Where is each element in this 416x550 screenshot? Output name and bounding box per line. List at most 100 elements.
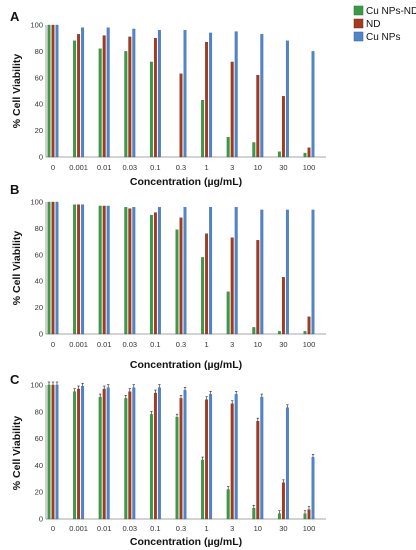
x-tick-label: 3 — [230, 340, 234, 349]
bar — [51, 24, 55, 158]
bar — [285, 407, 289, 520]
panel-label: C — [10, 372, 20, 387]
bar — [311, 209, 315, 335]
bar — [102, 388, 106, 520]
legend: Cu NPs-ND ND Cu NPs — [353, 5, 416, 43]
bar — [303, 513, 307, 520]
bar — [73, 40, 77, 158]
y-tick-label: 20 — [35, 303, 43, 312]
bar — [209, 207, 213, 335]
bar — [102, 35, 106, 158]
bar — [252, 327, 256, 335]
bar — [157, 30, 161, 158]
bar — [128, 208, 132, 335]
y-axis-title: % Cell Viability — [11, 416, 23, 491]
bar — [205, 233, 209, 335]
legend-label-cu-nps-nd: Cu NPs-ND — [366, 6, 416, 17]
bar — [252, 142, 256, 158]
legend-swatch-nd — [353, 18, 364, 29]
bar — [175, 229, 179, 335]
bar — [81, 386, 85, 520]
bar — [179, 398, 183, 520]
bar — [55, 201, 59, 335]
bar — [77, 204, 81, 335]
bar — [55, 24, 59, 158]
bar — [73, 204, 77, 335]
y-tick-label: 100 — [30, 21, 43, 30]
bar — [73, 391, 77, 520]
x-tick-label: 0.1 — [150, 340, 160, 349]
x-tick-label: 1 — [205, 524, 209, 533]
y-axis-title: % Cell Viability — [11, 54, 23, 129]
y-tick-label: 40 — [35, 277, 43, 286]
bar — [209, 32, 213, 158]
bar — [226, 291, 230, 335]
x-tick-label: 100 — [303, 340, 316, 349]
y-tick-label: 80 — [35, 224, 43, 233]
bar — [81, 27, 85, 158]
bar — [175, 417, 179, 520]
x-tick-label: 0.03 — [122, 340, 137, 349]
x-tick-label: 0.001 — [69, 163, 88, 172]
bar — [285, 209, 289, 335]
bar — [149, 215, 153, 335]
bar — [311, 51, 315, 158]
bar — [281, 96, 285, 158]
x-tick-label: 0.03 — [122, 524, 137, 533]
x-tick-label: 0.03 — [122, 163, 137, 172]
bar — [256, 421, 260, 520]
x-tick-label: 0.1 — [150, 163, 160, 172]
legend-label-nd: ND — [366, 19, 380, 30]
y-tick-label: 80 — [35, 47, 43, 56]
x-tick-label: 3 — [230, 163, 234, 172]
x-axis-title: Concentration (µg/mL) — [130, 536, 242, 548]
bar — [149, 61, 153, 158]
bar — [106, 27, 110, 158]
bar — [311, 457, 315, 520]
bar — [307, 509, 311, 520]
y-tick-label: 80 — [35, 407, 43, 416]
x-tick-label: 0.3 — [176, 340, 186, 349]
bar — [179, 73, 183, 158]
bar — [157, 387, 161, 520]
bar — [47, 201, 51, 335]
bar — [153, 212, 157, 335]
y-tick-label: 40 — [35, 100, 43, 109]
x-tick-label: 0.01 — [97, 163, 112, 172]
x-tick-label: 0.01 — [97, 340, 112, 349]
bar — [124, 207, 128, 335]
bar — [303, 331, 307, 335]
x-tick-label: 0 — [51, 524, 55, 533]
bar — [149, 414, 153, 520]
x-tick-label: 100 — [303, 524, 316, 533]
y-tick-label: 60 — [35, 250, 43, 259]
x-tick-label: 0 — [51, 340, 55, 349]
bar — [153, 38, 157, 158]
bar — [132, 207, 136, 335]
bar — [281, 482, 285, 520]
bar — [183, 207, 187, 335]
bar — [277, 331, 281, 335]
bar — [234, 31, 238, 158]
bar — [124, 51, 128, 158]
bar — [234, 207, 238, 335]
bar — [260, 209, 264, 335]
x-axis-title: Concentration (µg/mL) — [130, 176, 242, 188]
y-tick-label: 60 — [35, 434, 43, 443]
bar — [55, 384, 59, 520]
x-tick-label: 1 — [205, 340, 209, 349]
x-tick-label: 30 — [279, 163, 287, 172]
bar — [277, 151, 281, 158]
legend-swatch-cu-nps-nd — [353, 5, 364, 16]
panel-label: B — [10, 182, 19, 197]
bar — [77, 388, 81, 520]
y-tick-label: 100 — [30, 381, 43, 390]
x-tick-label: 10 — [254, 163, 262, 172]
bar — [153, 392, 157, 520]
x-tick-label: 30 — [279, 340, 287, 349]
legend-swatch-cu-nps — [353, 31, 364, 42]
bar — [47, 24, 51, 158]
panel-b: B % Cell Viability 0 20 40 60 80 100 0 0.001 0.01 0… — [10, 182, 326, 371]
bar — [128, 391, 132, 520]
x-tick-label: 0 — [51, 163, 55, 172]
